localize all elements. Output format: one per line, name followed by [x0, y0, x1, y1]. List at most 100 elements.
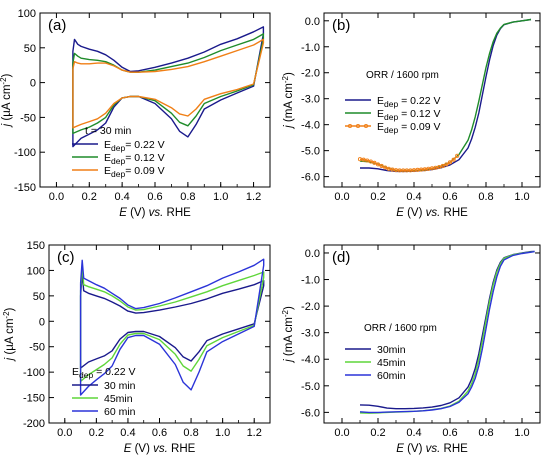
label-var: E — [396, 207, 404, 219]
series-line-2 — [79, 264, 265, 382]
x-tick-label: 0.8 — [183, 427, 198, 439]
x-tick-label: 0.4 — [406, 191, 421, 203]
label-vs: vs. — [426, 443, 441, 455]
annotation-text: ORR / 1600 rpm — [366, 70, 439, 81]
x-tick-label: 1.0 — [215, 427, 230, 439]
y-tick-label: -150 — [14, 182, 36, 194]
legend-e: E — [377, 121, 384, 133]
series-point — [444, 162, 449, 167]
x-axis-label: E (V) vs. RHE — [119, 207, 191, 219]
label-unit: (µA cm — [1, 85, 13, 124]
legend-e: E — [104, 165, 111, 177]
y-axis-label: j (µA cm-2) — [0, 73, 13, 128]
legend-title: t = 30 min — [85, 125, 132, 137]
legend-label: Edep= 0.09 V — [104, 165, 165, 179]
label-ref: RHE — [163, 207, 191, 219]
series-point — [437, 164, 442, 170]
legend-label: 45min — [377, 357, 406, 369]
series-point — [357, 157, 363, 162]
legend-label: Edep= 0.12 V — [104, 152, 165, 166]
y-tick-label: 150 — [27, 240, 45, 252]
label-ref: RHE — [168, 443, 196, 455]
legend-title: Edep = 0.22 V — [72, 366, 136, 380]
legend-sub: dep — [384, 99, 398, 109]
x-tick-label: 0.0 — [57, 427, 72, 439]
y-tick-label: -50 — [20, 112, 36, 124]
label-var: j — [283, 359, 295, 364]
label-close: ) — [283, 72, 295, 76]
y-tick-label: 100 — [18, 8, 36, 20]
label-vs: vs. — [149, 207, 164, 219]
y-axis-label: j (µA cm-2) — [2, 307, 16, 362]
legend-rest: = 0.12 V — [125, 152, 164, 164]
y-tick-label: -50 — [29, 342, 45, 354]
y-tick-label: -5.0 — [301, 381, 320, 393]
annotation-text: ORR / 1600 rpm — [364, 323, 437, 334]
label-unit: (V) — [131, 443, 153, 455]
series-group — [359, 250, 535, 414]
legend-marker — [347, 123, 353, 129]
panel-c: 0.0 0.2 0.4 0.6 0.8 1.0 1.2 -200 -150 -100 -50 0 50 1… — [2, 240, 271, 455]
series-line-2 — [359, 18, 532, 172]
legend-sub: dep — [111, 169, 125, 179]
legend-label: Edep = 0.09 V — [377, 121, 441, 135]
y-tick-label: -4.0 — [301, 354, 320, 366]
label-var: j — [283, 125, 295, 130]
legend-e: E — [104, 152, 111, 164]
series-line-3 — [79, 258, 265, 396]
y-tick-label: -3.0 — [301, 328, 320, 340]
y-tick-label: -6.0 — [301, 172, 320, 184]
label-close: ) — [283, 306, 295, 310]
series-line-1 — [360, 18, 532, 173]
label-unit: (mA cm — [283, 317, 295, 359]
y-tick-label: -150 — [23, 393, 45, 405]
label-sup: -2 — [281, 75, 290, 83]
label-unit: (V) — [404, 207, 426, 219]
x-axis-label: E (V) vs. RHE — [124, 443, 196, 455]
legend-e: E — [104, 139, 111, 151]
legend-label: 30min — [377, 344, 406, 356]
label-vs: vs. — [426, 207, 441, 219]
label-vs: vs. — [153, 443, 168, 455]
label-ref: RHE — [440, 207, 468, 219]
y-axis-label: j (mA cm-2) — [281, 306, 295, 364]
series-point — [422, 167, 427, 172]
legend-e: E — [377, 95, 384, 107]
panel-label: (c) — [57, 249, 75, 266]
series-line-1 — [79, 272, 265, 369]
legend-label: 60 min — [104, 406, 136, 418]
series-point — [368, 159, 373, 164]
x-tick-label: 0.2 — [89, 427, 104, 439]
label-unit: (µA cm — [4, 319, 16, 358]
series-point — [386, 166, 391, 171]
x-tick-label: 0.0 — [334, 427, 349, 439]
label-unit: (V) — [127, 207, 149, 219]
series-group — [357, 18, 532, 173]
label-unit: (V) — [404, 443, 426, 455]
x-tick-label: 0.4 — [114, 191, 129, 203]
legend-label: 60min — [377, 370, 406, 382]
legend-e: E — [72, 366, 79, 378]
legend-rest: = 0.22 V — [93, 366, 135, 378]
legend-rest: = 0.22 V — [125, 139, 164, 151]
legend-label: 45min — [104, 393, 133, 405]
y-tick-label: -3.0 — [301, 94, 320, 106]
label-var: E — [119, 207, 127, 219]
label-var: j — [1, 123, 13, 128]
series-point — [390, 167, 395, 172]
legend-marker — [355, 123, 361, 129]
series-point — [426, 166, 431, 171]
legend-rest: = 0.12 V — [398, 108, 440, 120]
y-tick-label: -1.0 — [301, 42, 320, 54]
label-close: ) — [1, 73, 13, 77]
x-tick-label: 0.6 — [442, 427, 457, 439]
y-tick-label: 0 — [39, 316, 45, 328]
x-tick-label: 1.0 — [213, 191, 228, 203]
y-tick-label: 0.0 — [305, 16, 320, 28]
x-axis-label: E (V) vs. RHE — [396, 443, 468, 455]
series-point — [429, 166, 435, 171]
x-tick-label: 0.4 — [120, 427, 135, 439]
plot-frame — [323, 244, 541, 424]
legend-label: Edep = 0.12 V — [377, 108, 441, 122]
